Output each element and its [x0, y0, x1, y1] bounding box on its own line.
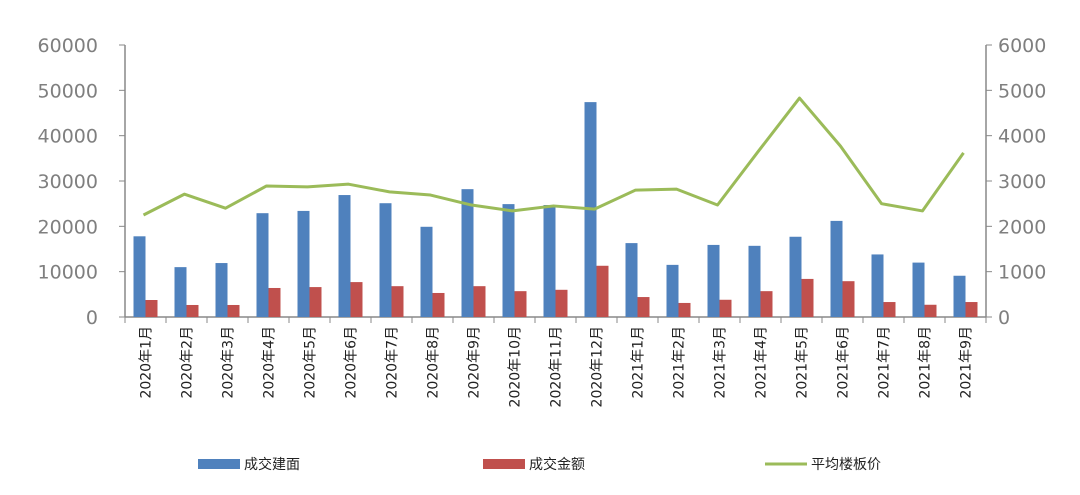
bar-area: [174, 267, 187, 317]
legend-swatch: [198, 459, 240, 469]
bar-amount: [719, 299, 732, 317]
bar-area: [502, 204, 515, 317]
right-tick-label: 2000: [998, 216, 1046, 238]
bar-amount: [596, 265, 609, 317]
bar-amount: [842, 281, 855, 317]
left-tick-label: 10000: [38, 262, 98, 284]
bar-area: [625, 243, 638, 317]
bar-area: [379, 203, 392, 317]
legend-label: 成交金额: [529, 456, 585, 473]
category-label: 2021年3月: [713, 326, 729, 399]
bar-amount: [760, 291, 773, 317]
bar-area: [543, 205, 556, 317]
bar-amount: [350, 282, 363, 317]
category-label: 2021年8月: [918, 326, 934, 399]
category-label: 2021年1月: [631, 326, 647, 399]
bar-amount: [391, 286, 404, 317]
bar-amount: [432, 292, 445, 317]
bar-amount: [473, 286, 486, 317]
bar-amount: [227, 304, 240, 317]
right-tick-label: 5000: [998, 80, 1046, 102]
bar-area: [912, 262, 925, 317]
category-label: 2021年5月: [795, 326, 811, 399]
bar-area: [707, 244, 720, 317]
category-label: 2020年7月: [385, 326, 401, 399]
bar-area: [420, 226, 433, 317]
left-tick-label: 30000: [38, 171, 98, 193]
legend-swatch: [483, 459, 525, 469]
left-tick-label: 40000: [38, 126, 98, 148]
category-label: 2020年6月: [344, 326, 360, 399]
category-label: 2021年7月: [877, 326, 893, 399]
bar-area: [297, 210, 310, 317]
category-label: 2020年1月: [139, 326, 155, 399]
category-label: 2020年10月: [508, 326, 524, 407]
right-tick-label: 6000: [998, 35, 1046, 57]
right-tick-label: 1000: [998, 262, 1046, 284]
category-label: 2020年12月: [590, 326, 606, 407]
line-avg-price: [142, 96, 965, 217]
bar-amount: [268, 287, 281, 317]
category-label: 2020年4月: [262, 326, 278, 399]
bar-area: [215, 263, 228, 317]
category-label: 2020年3月: [221, 326, 237, 399]
category-label: 2021年4月: [754, 326, 770, 399]
legend-label: 平均楼板价: [811, 457, 881, 473]
category-label: 2020年9月: [467, 326, 483, 399]
bar-amount: [965, 302, 978, 317]
bar-area: [830, 220, 843, 317]
bar-amount: [309, 287, 322, 317]
bar-area: [789, 236, 802, 317]
bar-amount: [924, 304, 937, 317]
category-label: 2020年11月: [549, 326, 565, 407]
category-label: 2020年5月: [303, 326, 319, 399]
category-label: 2020年8月: [426, 326, 442, 399]
bar-amount: [514, 291, 527, 317]
bar-area: [338, 195, 351, 317]
bar-area: [666, 264, 679, 317]
left-tick-label: 0: [86, 307, 98, 329]
category-label: 2021年2月: [672, 326, 688, 399]
bar-area: [871, 254, 884, 317]
left-tick-label: 50000: [38, 80, 98, 102]
bar-area: [461, 189, 474, 317]
category-label: 2021年9月: [959, 326, 975, 399]
bar-area: [256, 213, 269, 317]
category-label: 2021年6月: [836, 326, 852, 399]
right-tick-label: 0: [998, 307, 1010, 329]
bar-amount: [555, 289, 568, 317]
right-tick-label: 3000: [998, 171, 1046, 193]
bar-amount: [801, 278, 814, 317]
right-tick-label: 4000: [998, 126, 1046, 148]
category-label: 2020年2月: [180, 326, 196, 399]
bar-area: [748, 245, 761, 317]
bar-amount: [678, 302, 691, 317]
bar-area: [953, 275, 966, 317]
bar-amount: [145, 300, 158, 317]
bar-amount: [883, 302, 896, 317]
bar-amount: [186, 304, 199, 317]
bar-area: [133, 236, 146, 317]
left-tick-label: 60000: [38, 35, 98, 57]
legend-label: 成交建面: [244, 456, 300, 473]
left-tick-label: 20000: [38, 216, 98, 238]
bar-amount: [637, 297, 650, 317]
